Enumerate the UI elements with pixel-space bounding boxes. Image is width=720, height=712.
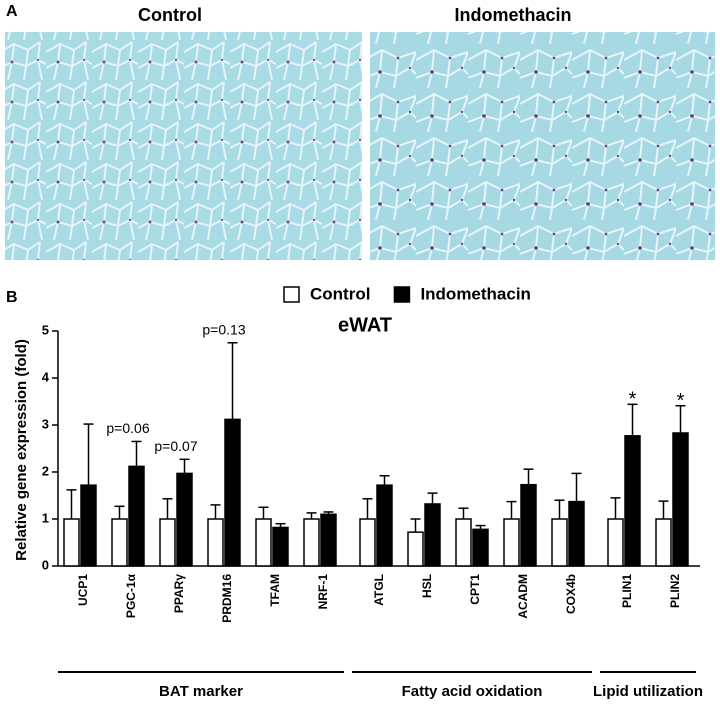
bar xyxy=(207,518,224,567)
x-tick-label: UCP1 xyxy=(76,574,90,606)
bar xyxy=(159,518,176,567)
bar xyxy=(607,518,624,567)
bar xyxy=(503,518,520,567)
y-tick-label: 4 xyxy=(42,369,50,384)
bar xyxy=(520,483,537,567)
bar xyxy=(128,465,145,567)
x-tick-label: HSL xyxy=(420,574,434,598)
bar xyxy=(359,518,376,567)
x-tick-label: PPARγ xyxy=(172,574,186,613)
y-tick-label: 5 xyxy=(42,322,49,337)
bar xyxy=(424,503,441,567)
x-tick-label: PRDM16 xyxy=(220,574,234,623)
y-tick-label: 3 xyxy=(42,416,49,431)
y-tick-label: 1 xyxy=(42,510,49,525)
legend-swatch xyxy=(393,286,411,303)
x-tick-label: PGC-1α xyxy=(124,573,138,618)
bar xyxy=(224,418,241,567)
bar xyxy=(80,484,97,567)
bar xyxy=(303,518,320,567)
bar xyxy=(376,484,393,567)
bar xyxy=(551,518,568,567)
legend-swatch xyxy=(283,286,300,303)
bar xyxy=(472,528,489,567)
x-tick-label: NRF-1 xyxy=(316,574,330,610)
legend-label: Control xyxy=(310,284,370,303)
x-tick-label: TFAM xyxy=(268,574,282,607)
group-label: Fatty acid oxidation xyxy=(402,683,543,700)
x-tick-label: COX4b xyxy=(564,574,578,614)
bar xyxy=(320,513,337,567)
bar xyxy=(63,518,80,567)
annotation: p=0.13 xyxy=(202,321,245,337)
bar xyxy=(568,500,585,567)
bar xyxy=(455,518,472,567)
micrograph xyxy=(5,32,362,260)
bar xyxy=(176,472,193,567)
micrograph xyxy=(370,32,715,260)
panel-label: B xyxy=(6,289,18,306)
bar xyxy=(672,432,689,567)
annotation: p=0.06 xyxy=(106,420,149,436)
bar xyxy=(407,531,424,567)
y-axis-label: Relative gene expression (fold) xyxy=(13,339,30,561)
annotation: * xyxy=(677,390,685,412)
x-tick-label: ACADM xyxy=(516,574,530,619)
image-title: Control xyxy=(138,5,202,25)
y-tick-label: 0 xyxy=(42,557,49,572)
panel-label: A xyxy=(6,3,18,20)
annotation: p=0.07 xyxy=(154,438,197,454)
chart-title: eWAT xyxy=(338,314,392,336)
bar xyxy=(272,526,289,567)
x-tick-label: CPT1 xyxy=(468,574,482,605)
bar xyxy=(655,518,672,567)
x-tick-label: ATGL xyxy=(372,574,386,606)
bar xyxy=(255,518,272,567)
y-tick-label: 2 xyxy=(42,463,49,478)
bar xyxy=(624,435,641,567)
image-title: Indomethacin xyxy=(454,5,571,25)
legend-label: Indomethacin xyxy=(420,284,531,303)
bar xyxy=(111,518,128,567)
x-tick-label: PLIN2 xyxy=(668,574,682,608)
group-label: BAT marker xyxy=(159,683,243,700)
group-label: Lipid utilization xyxy=(593,683,703,700)
x-tick-label: PLIN1 xyxy=(620,574,634,608)
annotation: * xyxy=(629,389,637,411)
